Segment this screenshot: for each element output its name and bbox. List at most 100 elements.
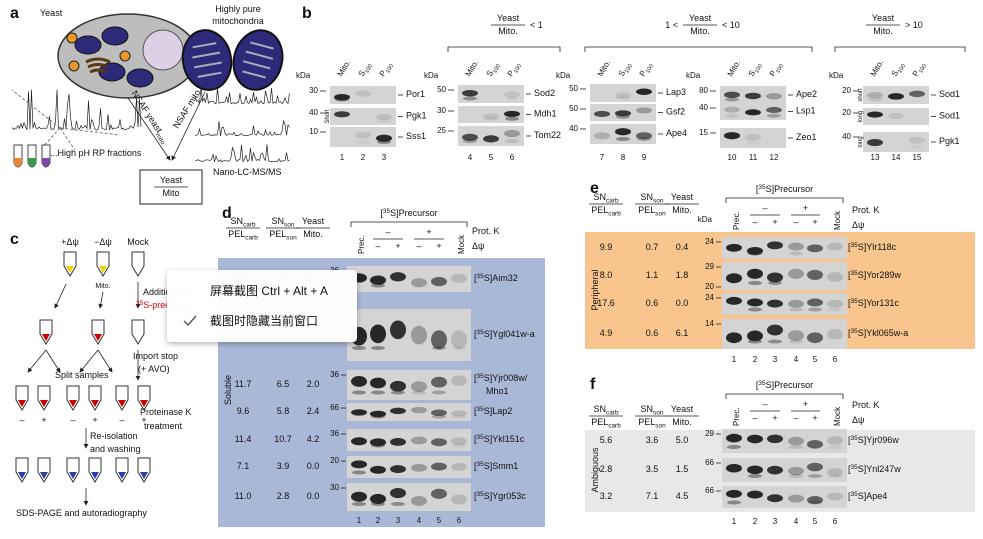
label: < 10 xyxy=(722,20,740,30)
menu-item[interactable]: 屏幕截图 Ctrl + Alt + A xyxy=(210,284,328,298)
protein-label: [ xyxy=(474,491,477,501)
marker-label: 66 xyxy=(330,403,339,412)
lane-label: Prec. xyxy=(357,235,366,254)
marker-label: 80 xyxy=(699,86,708,95)
protein-label: [35S]Yjr008w/ xyxy=(474,373,528,384)
ratio-numerator: Yeast xyxy=(671,404,694,414)
label: – xyxy=(793,217,798,227)
marker-label: 20 xyxy=(705,282,714,291)
label: treatment xyxy=(144,421,183,431)
marker-label: 20 xyxy=(842,108,851,117)
band xyxy=(390,380,406,392)
marker-label: 36 xyxy=(330,429,339,438)
band xyxy=(335,97,349,102)
lane-number: 15 xyxy=(913,153,922,162)
lane-label: Mito. xyxy=(336,59,352,79)
band xyxy=(377,140,391,144)
band xyxy=(594,132,610,140)
label: treatment xyxy=(144,421,183,431)
band xyxy=(452,443,466,448)
tube xyxy=(88,385,102,411)
exposure-label: short xyxy=(858,88,864,102)
ratio-numerator: carb xyxy=(606,409,619,416)
lane-number: 13 xyxy=(871,153,880,162)
lane-label: S100 xyxy=(890,61,907,79)
label: [ xyxy=(756,184,759,194)
label: + xyxy=(772,413,777,423)
marker-label: 24 xyxy=(705,237,714,246)
table-value: 5.8 xyxy=(277,406,290,416)
tube-content xyxy=(69,400,77,407)
lane-number: 5 xyxy=(813,517,818,526)
band xyxy=(724,132,740,140)
lane-number: 6 xyxy=(510,153,515,162)
table-value: 0.7 xyxy=(646,242,659,252)
band xyxy=(745,92,761,100)
menu-item[interactable]: 截图时隐藏当前窗口 xyxy=(210,313,318,328)
panel-label: f xyxy=(590,376,596,393)
axis-label: NSAF mito xyxy=(171,88,203,130)
lane-label: 100 xyxy=(897,63,907,74)
label: + xyxy=(141,415,146,425)
tube-fill xyxy=(42,158,50,167)
band xyxy=(788,466,804,476)
table-value: 7.1 xyxy=(237,461,250,471)
band xyxy=(412,390,426,395)
exposure-label: long xyxy=(858,111,864,122)
protein-label: [35S]Ykl151c xyxy=(474,434,525,445)
menu-item[interactable]: 截图时隐藏当前窗口 xyxy=(210,313,318,328)
label: SDS-PAGE and autoradiography xyxy=(16,508,147,518)
rule xyxy=(97,349,113,373)
label: + xyxy=(41,415,46,425)
tube-content xyxy=(94,334,102,341)
ratio-numerator: carb xyxy=(243,221,256,228)
menu-item[interactable]: 屏幕截图 Ctrl + Alt + A xyxy=(210,284,328,298)
tube xyxy=(115,457,129,483)
table-value: 2.4 xyxy=(307,406,320,416)
protein-label: Lsp1 xyxy=(796,106,816,116)
band xyxy=(504,110,520,118)
lane-label: S100 xyxy=(617,61,634,79)
band xyxy=(748,251,762,256)
tube xyxy=(39,319,53,345)
lane-number: 4 xyxy=(417,516,422,525)
band xyxy=(807,298,823,307)
protein-label: [ xyxy=(474,273,477,283)
label: Highly pure xyxy=(215,4,261,14)
protein-label: Por1 xyxy=(406,89,425,99)
label: Prot. K xyxy=(852,400,880,410)
vacuole xyxy=(142,29,184,71)
protein-label: [ xyxy=(474,406,477,416)
band xyxy=(411,406,427,414)
lane-label: Mito. xyxy=(869,59,885,79)
blot-bg xyxy=(590,84,656,102)
protein-label: Lsp1 xyxy=(796,106,816,116)
panel-label: e xyxy=(590,180,599,197)
lane-number: 6 xyxy=(833,355,838,364)
table-value: 0.6 xyxy=(646,328,659,338)
label: + xyxy=(436,241,441,251)
group-bracket xyxy=(447,46,561,52)
band xyxy=(376,134,392,142)
protein-label: Sss1 xyxy=(406,131,426,141)
label: – xyxy=(793,217,798,227)
band xyxy=(390,438,406,446)
marker-label: 66 xyxy=(705,486,714,495)
band xyxy=(452,346,466,350)
exposure-label: Short xyxy=(325,109,331,124)
band xyxy=(370,377,386,389)
label: + xyxy=(92,415,97,425)
ratio-denominator: Mito. xyxy=(690,26,710,36)
lane-label: P xyxy=(378,69,388,78)
table-value: 3.5 xyxy=(646,464,659,474)
ratio-denominator: PELson xyxy=(638,205,666,217)
ratio-numerator: Yeast xyxy=(497,13,520,23)
marker-label: 14 xyxy=(705,319,714,328)
label: Nano-LC-MS/MS xyxy=(213,167,282,177)
marker-label: 40 xyxy=(842,132,851,141)
lane-number: 2 xyxy=(376,516,381,525)
band xyxy=(767,494,783,503)
lane-label: Mock xyxy=(833,406,842,426)
band xyxy=(746,141,760,145)
lane-number: 4 xyxy=(468,153,473,162)
